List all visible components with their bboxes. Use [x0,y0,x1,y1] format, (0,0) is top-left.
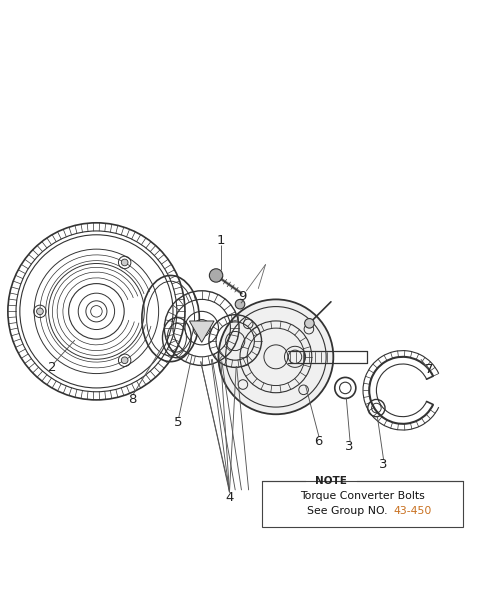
Ellipse shape [235,299,245,309]
Text: 5: 5 [174,416,182,429]
Ellipse shape [121,259,128,266]
Text: 1: 1 [216,234,225,247]
Polygon shape [190,321,214,342]
Text: See Group NO.: See Group NO. [307,506,388,516]
Text: 8: 8 [128,393,136,406]
Ellipse shape [36,308,43,315]
Text: Torque Converter Bolts: Torque Converter Bolts [300,491,424,501]
Ellipse shape [218,299,333,414]
Text: NOTE: NOTE [315,476,347,486]
Text: 2: 2 [48,361,57,374]
Text: 7: 7 [425,364,433,376]
Text: 43-450: 43-450 [393,506,432,516]
Ellipse shape [209,268,223,282]
Text: 6: 6 [314,435,322,448]
Ellipse shape [121,357,128,364]
Text: 3: 3 [345,440,353,453]
Ellipse shape [305,318,314,328]
Text: 3: 3 [379,458,388,471]
Text: 9: 9 [238,290,246,304]
FancyBboxPatch shape [262,481,463,527]
Text: 4: 4 [225,491,234,504]
